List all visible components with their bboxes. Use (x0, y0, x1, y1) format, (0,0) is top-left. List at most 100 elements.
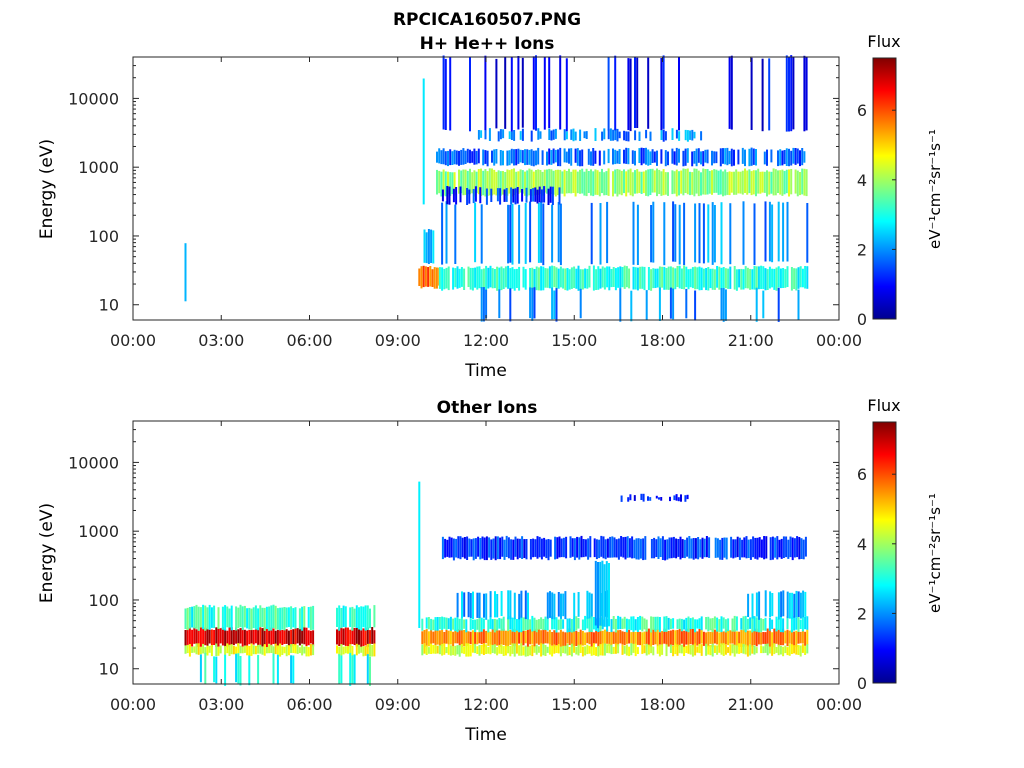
flux-cell (507, 617, 510, 632)
y-tick-label: 10 (99, 660, 119, 679)
flux-cell (541, 150, 544, 165)
flux-cell (461, 591, 463, 619)
flux-cell (724, 629, 727, 645)
flux-cell (762, 632, 765, 644)
flux-cell (515, 149, 518, 166)
flux-cell (554, 169, 557, 197)
flux-cell (804, 646, 807, 655)
flux-cell (433, 267, 436, 289)
flux-cell (676, 644, 679, 656)
flux-cell (287, 630, 290, 646)
flux-cell (529, 629, 532, 645)
flux-cell (577, 631, 580, 647)
flux-cell (642, 148, 645, 164)
flux-cell (522, 646, 525, 656)
flux-cell (799, 631, 802, 644)
flux-cell (720, 630, 723, 644)
flux-cell (590, 616, 593, 632)
flux-cell (559, 147, 562, 167)
flux-cell (504, 266, 507, 288)
flux-cell (636, 267, 639, 291)
flux-cell (649, 168, 652, 195)
flux-cell (681, 539, 684, 558)
flux-cell (736, 536, 739, 558)
flux-cell (522, 266, 525, 288)
flux-cell (529, 539, 532, 560)
flux-cell (757, 168, 760, 194)
flux-cell (454, 268, 457, 288)
flux-cell (689, 268, 692, 288)
flux-cell (513, 592, 516, 620)
flux-cell (608, 563, 610, 627)
flux-cell (696, 267, 699, 290)
flux-cell (303, 626, 306, 645)
flux-cell (564, 645, 567, 654)
flux-cell (742, 201, 745, 265)
flux-cell (521, 536, 524, 559)
flux-cell (468, 538, 471, 557)
flux-cell (696, 631, 699, 646)
flux-cell (224, 629, 227, 648)
flux-cell (509, 645, 512, 657)
flux-cell (694, 538, 697, 559)
flux-cell (685, 266, 688, 288)
flux-cell (606, 538, 609, 558)
flux-cell (524, 630, 527, 644)
flux-cell (579, 288, 582, 319)
flux-cell (639, 615, 642, 630)
flux-cell (530, 149, 533, 166)
flux-cell (804, 536, 807, 557)
flux-cell (667, 630, 670, 647)
flux-cell (590, 202, 593, 265)
flux-cell (362, 606, 365, 628)
flux-cell (771, 632, 774, 646)
flux-cell (597, 266, 600, 290)
flux-cell (360, 630, 363, 647)
flux-cell (219, 645, 222, 654)
flux-cell (697, 148, 700, 163)
flux-cell (656, 629, 659, 647)
panel-title: Other Ions (437, 398, 538, 418)
flux-cell (586, 268, 589, 289)
flux-cell (730, 55, 733, 130)
flux-cell (635, 538, 638, 560)
flux-cell (797, 631, 800, 644)
flux-cell (430, 229, 433, 263)
flux-cell (793, 268, 796, 289)
flux-cell (612, 631, 615, 644)
flux-cell (671, 148, 674, 164)
flux-cell (643, 631, 646, 645)
flux-cell (226, 606, 229, 628)
flux-cell (795, 630, 798, 647)
flux-cell (517, 56, 520, 130)
flux-cell (195, 604, 198, 629)
flux-cell (796, 536, 799, 558)
flux-cell (217, 628, 220, 647)
flux-cell (502, 129, 505, 139)
flux-cell (768, 201, 771, 262)
flux-cell (531, 644, 534, 657)
flux-cell (754, 537, 757, 559)
flux-cell (538, 536, 541, 558)
flux-cell (598, 539, 601, 559)
flux-cell (783, 170, 786, 195)
flux-cell (371, 645, 374, 657)
flux-cell (241, 628, 244, 647)
flux-cell (795, 268, 798, 291)
flux-cell (700, 616, 703, 631)
flux-cell (430, 629, 433, 644)
flux-cell (566, 628, 569, 644)
flux-cell (497, 131, 500, 142)
flux-cell (274, 630, 277, 646)
colorbar-bar (872, 57, 897, 320)
flux-cell (645, 147, 647, 165)
flux-cell (616, 128, 619, 142)
flux-cell (193, 646, 196, 653)
flux-cell (748, 169, 751, 194)
flux-cell (418, 481, 421, 628)
flux-cell (722, 631, 725, 645)
flux-cell (477, 148, 480, 164)
flux-cell (678, 204, 681, 265)
flux-cell (650, 269, 653, 291)
flux-cell (559, 203, 562, 266)
